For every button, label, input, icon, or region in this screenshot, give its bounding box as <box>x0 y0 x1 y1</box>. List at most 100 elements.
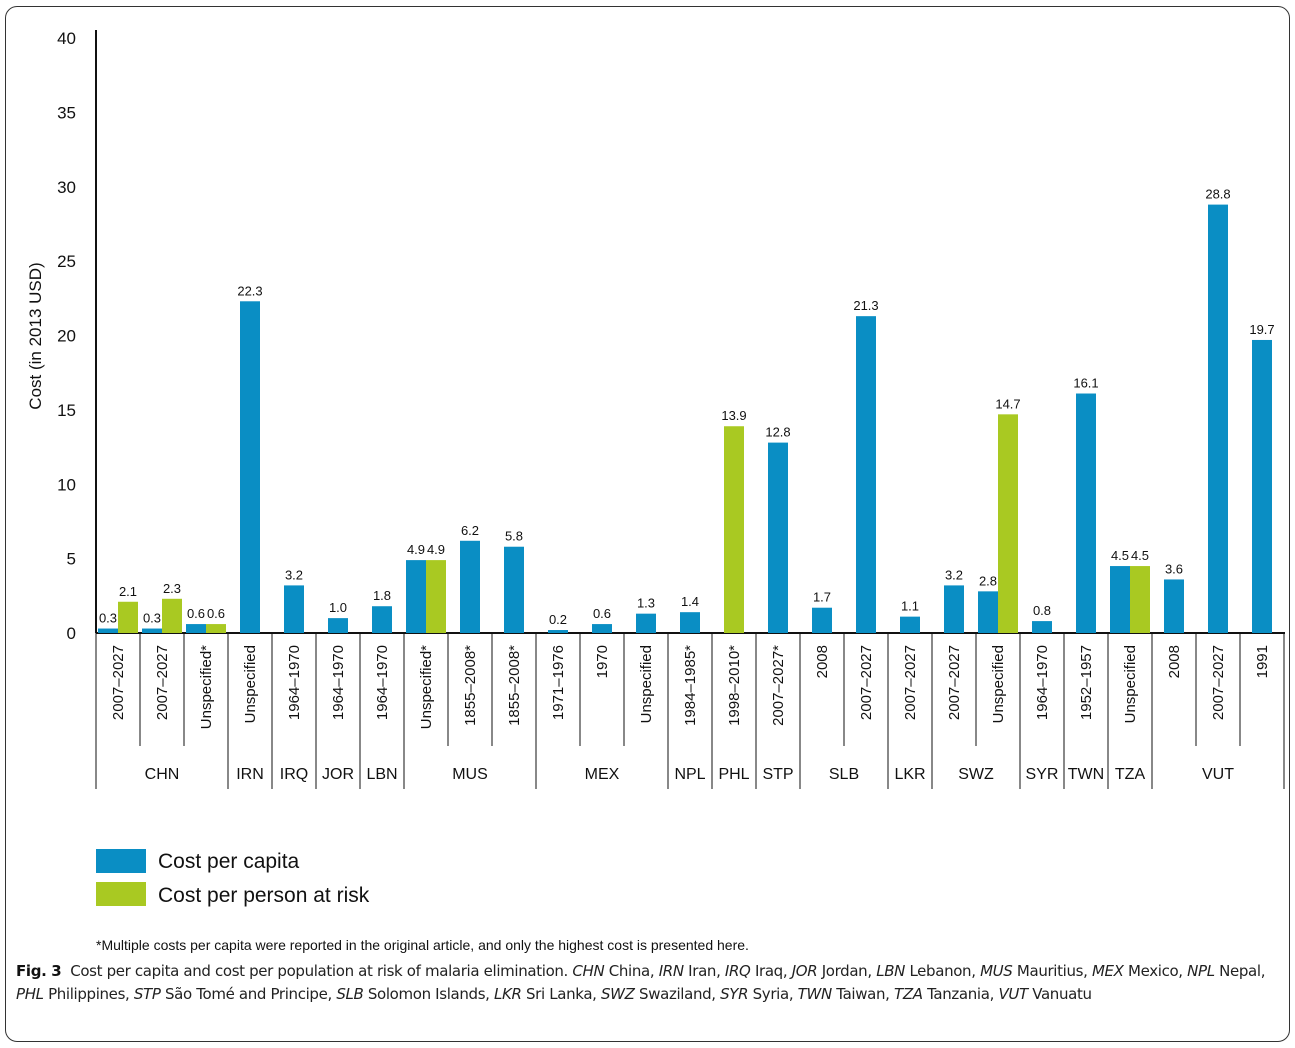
risk-bar <box>1130 566 1150 633</box>
abbr-irn: IRN <box>658 962 684 980</box>
country-label: SYR <box>1026 766 1059 783</box>
period-label: 1855–2008* <box>462 645 479 726</box>
capita-bar <box>978 591 998 633</box>
figure-caption: Fig. 3 Cost per capita and cost per popu… <box>16 960 1278 1006</box>
period-label: 2008 <box>814 645 831 678</box>
country-label: SWZ <box>958 766 994 783</box>
capita-value-label: 0.6 <box>187 606 205 621</box>
capita-bar <box>636 613 656 633</box>
risk-value-label: 2.3 <box>163 581 181 596</box>
capita-value-label: 1.1 <box>901 599 919 614</box>
period-label: 1984–1985* <box>682 645 699 726</box>
abbr-name-irq: Iraq <box>754 962 783 980</box>
period-label: 2007–2027 <box>902 645 919 720</box>
period-label: 1991 <box>1254 645 1271 678</box>
capita-bar <box>944 585 964 633</box>
legend-swatch-risk <box>96 882 146 906</box>
capita-bar <box>768 442 788 633</box>
abbr-slb: SLB <box>336 985 364 1003</box>
capita-bar <box>1032 621 1052 633</box>
capita-value-label: 1.4 <box>681 594 699 609</box>
country-label: STP <box>762 766 793 783</box>
capita-bar <box>460 540 480 633</box>
capita-bar <box>406 560 426 633</box>
abbr-name-npl: Nepal <box>1219 962 1261 980</box>
capita-bar <box>856 316 876 633</box>
period-label: 2007–2027 <box>154 645 171 720</box>
caption-abbreviations: CHN China, IRN Iran, IRQ Iraq, JOR Jorda… <box>16 962 1266 1003</box>
y-axis-title: Cost (in 2013 USD) <box>26 262 45 409</box>
capita-value-label: 3.6 <box>1165 561 1183 576</box>
abbr-vut: VUT <box>998 985 1028 1003</box>
period-label: 2007–2027 <box>110 645 127 720</box>
period-label: Unspecified <box>242 645 259 723</box>
capita-value-label: 0.3 <box>143 611 161 626</box>
capita-bar <box>328 618 348 633</box>
abbr-name-chn: China <box>608 962 650 980</box>
capita-bar <box>1110 566 1130 633</box>
risk-value-label: 4.9 <box>427 542 445 557</box>
period-label: 2007–2027 <box>858 645 875 720</box>
abbr-name-mex: Mexico <box>1128 962 1179 980</box>
abbr-npl: NPL <box>1187 962 1215 980</box>
country-label: MUS <box>452 766 488 783</box>
capita-bar <box>98 628 118 633</box>
legend-swatch-capita <box>96 849 146 873</box>
capita-bar <box>1076 393 1096 633</box>
legend-label-risk: Cost per person at risk <box>158 884 370 907</box>
abbr-name-jor: Jordan <box>821 962 868 980</box>
footnote: *Multiple costs per capita were reported… <box>96 937 749 953</box>
capita-bar <box>900 616 920 633</box>
period-label: 1964–1970 <box>374 645 391 720</box>
abbr-syr: SYR <box>720 985 749 1003</box>
capita-value-label: 3.2 <box>945 567 963 582</box>
y-tick-label: 40 <box>57 29 76 48</box>
capita-value-label: 4.5 <box>1111 548 1129 563</box>
abbr-stp: STP <box>133 985 161 1003</box>
capita-bar <box>1252 339 1272 633</box>
capita-value-label: 22.3 <box>237 283 262 298</box>
country-label: LKR <box>894 766 925 783</box>
capita-value-label: 6.2 <box>461 523 479 538</box>
capita-bar <box>812 607 832 633</box>
abbr-swz: SWZ <box>601 985 635 1003</box>
capita-value-label: 2.8 <box>979 573 997 588</box>
risk-bar <box>724 426 744 633</box>
capita-value-label: 4.9 <box>407 542 425 557</box>
capita-value-label: 28.8 <box>1205 187 1230 202</box>
country-label: TWN <box>1068 766 1104 783</box>
abbr-phl: PHL <box>16 985 44 1003</box>
risk-bar <box>206 624 226 633</box>
risk-value-label: 0.6 <box>207 606 225 621</box>
risk-value-label: 13.9 <box>721 408 746 423</box>
period-label: 1952–1957 <box>1078 645 1095 720</box>
capita-value-label: 1.0 <box>329 600 347 615</box>
capita-value-label: 1.7 <box>813 590 831 605</box>
abbr-name-tza: Tanzania <box>927 985 990 1003</box>
country-label: CHN <box>145 766 180 783</box>
risk-bar <box>118 601 138 633</box>
abbr-name-mus: Mauritius <box>1016 962 1084 980</box>
y-tick-label: 10 <box>57 475 76 494</box>
capita-value-label: 21.3 <box>853 298 878 313</box>
abbr-jor: JOR <box>791 962 818 980</box>
abbr-name-syr: Syria <box>752 985 790 1003</box>
capita-value-label: 1.8 <box>373 588 391 603</box>
capita-bar <box>592 624 612 633</box>
y-tick-label: 30 <box>57 178 76 197</box>
capita-bar <box>284 585 304 633</box>
country-label: JOR <box>322 766 354 783</box>
abbr-irq: IRQ <box>724 962 751 980</box>
abbr-name-swz: Swaziland <box>639 985 712 1003</box>
country-label: IRN <box>236 766 264 783</box>
abbr-name-twn: Taiwan <box>836 985 886 1003</box>
abbr-name-slb: Solomon Islands <box>367 985 486 1003</box>
country-label: VUT <box>1202 766 1234 783</box>
country-label: IRQ <box>280 766 308 783</box>
capita-bar <box>372 606 392 633</box>
country-label: PHL <box>718 766 749 783</box>
figure-label: Fig. 3 <box>16 962 62 980</box>
period-label: Unspecified <box>638 645 655 723</box>
period-label: 1998–2010* <box>726 645 743 726</box>
